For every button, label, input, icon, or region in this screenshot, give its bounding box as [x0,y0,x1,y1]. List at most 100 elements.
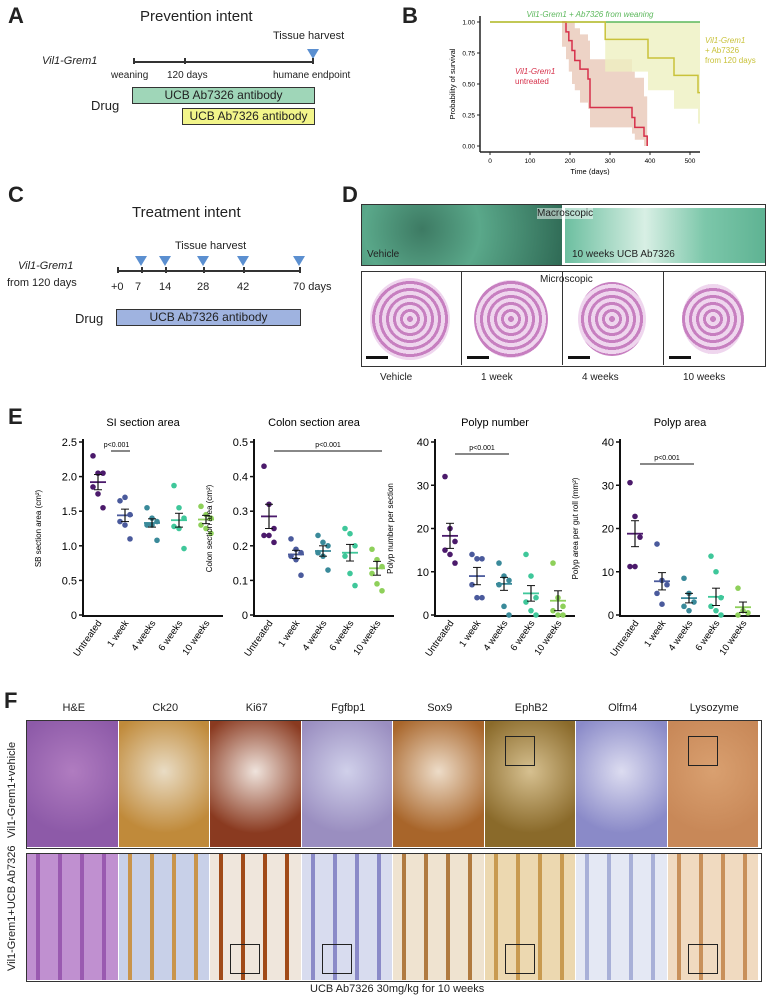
data-point [325,567,331,573]
data-point [637,534,643,540]
ihc-image-ki67 [210,854,301,980]
data-point [342,553,348,559]
gut-roll-icon [474,280,548,358]
survival-line-1 [562,21,648,146]
category-label: 1 week [642,618,668,649]
data-point [100,504,106,511]
data-point [686,607,692,614]
y-tick-label: 20 [417,524,429,536]
gut-roll-icon [682,284,744,354]
stain-header: Olfm4 [608,702,638,714]
data-point [523,599,529,605]
data-point [347,570,353,577]
scale-bar [366,356,388,359]
tick [184,58,186,64]
data-point [474,555,480,562]
category-label: Untreated [243,618,276,658]
category-label: 6 weeks [693,618,722,653]
tick [299,267,301,273]
data-point [735,585,741,591]
data-point [261,463,267,470]
gut-roll-icon [370,278,450,360]
data-point [718,612,724,618]
y-tick-label: 0.50 [462,82,475,89]
data-point [347,530,353,537]
micro-label: 10 weeks [683,372,726,383]
panel-d-label: D [342,182,358,207]
data-point [198,503,204,510]
data-point [149,515,155,521]
category-label: Untreated [424,618,457,658]
category-label: 4 weeks [481,618,510,653]
antibody-bar-120-days: UCB Ab7326 antibody [182,108,315,125]
data-point [560,612,566,618]
p-value: p<0.001 [654,455,680,462]
data-point [691,599,697,605]
data-point [117,498,123,504]
data-point [708,603,714,610]
data-point [627,563,633,570]
y-tick-label: 2.5 [62,437,77,449]
timeline [133,61,314,63]
legend-120-days: from 120 days [705,56,756,65]
category-label: 10 weeks [532,618,564,657]
y-axis-label: Polyp number per section [386,483,395,574]
y-tick-label: 1.00 [462,20,475,27]
scale-bar [467,356,489,359]
treated-label: 10 weeks UCB Ab7326 [572,249,675,260]
data-point [469,551,475,558]
confidence-band-1 [562,22,648,146]
y-tick-label: 0.1 [233,575,248,587]
tick [133,58,135,64]
data-point [659,601,665,607]
y-tick-label: 1.5 [62,506,77,518]
microscopic-panel: Microscopic [361,271,766,367]
ihc-image-he [27,854,118,980]
y-axis-label: Colon section area (cm²) [205,484,214,572]
tick [203,267,205,273]
macroscopic-label: Macroscopic [537,208,594,219]
plot-title: SI section area [106,417,180,429]
data-point [533,594,539,601]
inset-box [504,736,535,766]
data-point [654,590,660,597]
stain-header: H&E [62,702,86,714]
survival-line-2 [490,21,700,94]
drug-label: Drug [91,98,120,113]
category-label: Untreated [72,618,105,658]
category-label: 6 weeks [508,618,537,653]
data-point [627,479,633,486]
data-point [496,560,502,566]
y-tick-label: 0.2 [233,541,248,553]
data-point [632,563,638,570]
y-tick-label: 0.5 [62,575,77,587]
drug-label: Drug [75,311,104,326]
data-point [469,581,475,588]
y-axis-label: SB section area (cm²) [34,489,43,567]
stain-header: Fgfbp1 [331,702,366,714]
data-point [369,546,375,553]
data-point [713,568,719,575]
inset-box [230,944,260,974]
scale-bar [568,356,590,359]
tick [165,267,167,273]
ihc-image-lysozyme [667,721,758,847]
harvest-triangle-icon [293,256,305,266]
x-tick-label: 0 [488,158,492,165]
data-point [379,587,385,594]
data-point [555,612,561,618]
stain-header: Lysozyme [689,702,739,714]
data-point [708,553,714,559]
data-point [452,538,458,545]
vehicle-label: Vehicle [367,249,400,260]
scale-bar [669,356,691,359]
plot-title: Polyp number [461,417,529,429]
inset-box [504,944,535,974]
x-tick-label: 400 [645,158,656,165]
panel-e-label: E [8,404,23,429]
data-point [90,453,96,459]
micro-label: Vehicle [380,372,413,383]
p-value: p<0.001 [469,445,495,452]
data-point [95,491,101,497]
category-label: 10 weeks [180,618,212,657]
